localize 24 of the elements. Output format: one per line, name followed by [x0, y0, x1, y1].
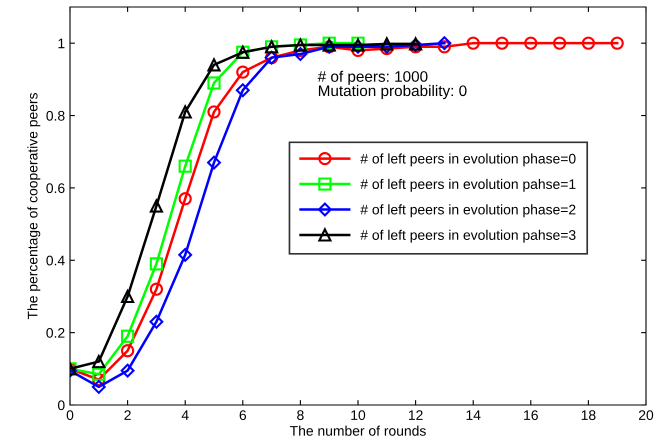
legend-label: # of left peers in evolution pahse=1	[360, 178, 576, 192]
x-tick-label: 18	[582, 410, 596, 420]
y-tick-label: 0.4	[46, 256, 65, 266]
x-axis-title: The number of rounds	[290, 426, 426, 436]
legend-label: # of left peers in evolution phase=0	[360, 153, 576, 166]
y-tick-label: 0.2	[46, 328, 64, 338]
legend-label: # of left peers in evolution pahse=3	[360, 230, 576, 243]
y-tick-label: 0.6	[46, 183, 65, 194]
x-tick-label: 4	[182, 410, 189, 420]
x-tick-label: 10	[351, 410, 366, 420]
x-tick-label: 20	[638, 410, 654, 420]
x-tick-label: 2	[124, 410, 131, 420]
annotation: # of peers: 1000 Mutation probability: 0	[318, 70, 467, 100]
x-tick-label: 16	[524, 410, 538, 420]
y-tick-label: 0	[58, 400, 65, 410]
y-tick-label: 1	[58, 38, 64, 48]
legend-label: # of left peers in evolution phase=2	[360, 204, 576, 218]
y-axis-title: The percentage of cooperative peers	[27, 92, 40, 320]
x-tick-label: 6	[240, 410, 246, 420]
y-tick-label: 0.8	[46, 110, 65, 121]
x-tick-label: 8	[297, 410, 304, 420]
x-tick-label: 12	[408, 410, 423, 420]
x-tick-label: 0	[66, 410, 74, 420]
x-tick-label: 14	[466, 410, 481, 420]
